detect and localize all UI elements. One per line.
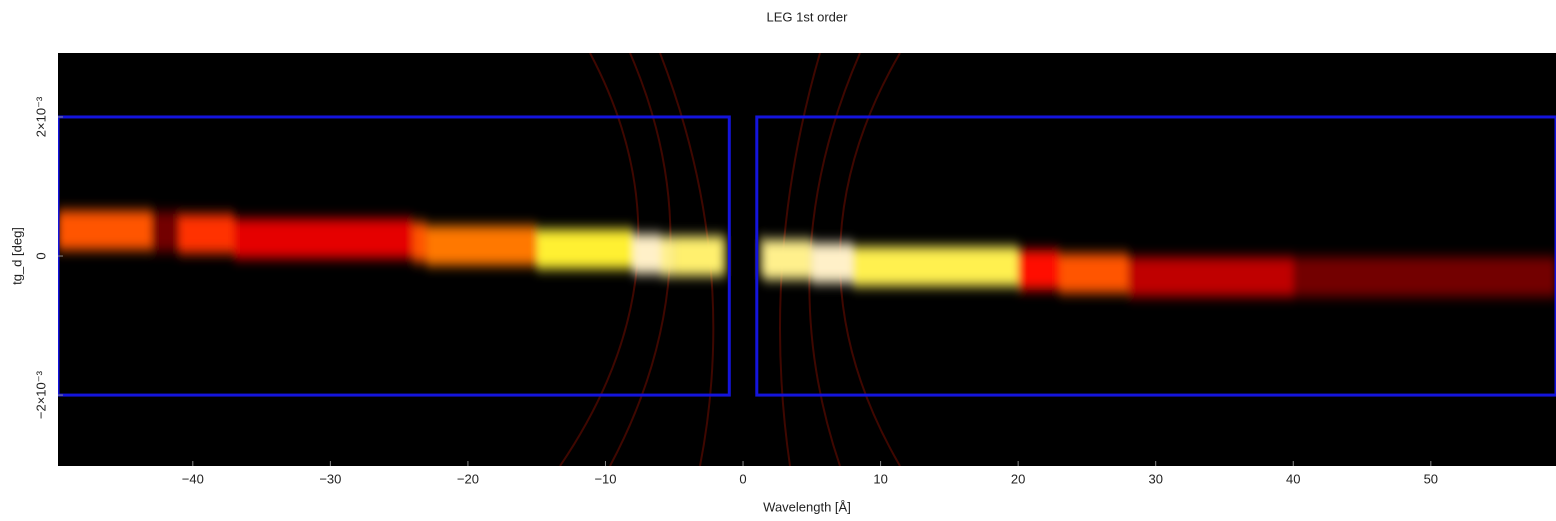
trace-segment	[426, 225, 537, 266]
x-tick-label: 30	[1148, 471, 1162, 486]
trace-segment	[58, 210, 152, 251]
x-axis-label: Wavelength [Å]	[763, 499, 851, 514]
x-tick-label: 0	[739, 471, 746, 486]
x-tick-label: 10	[873, 471, 887, 486]
trace-segment	[234, 218, 413, 259]
trace-segment	[1059, 253, 1129, 294]
trace-segment	[853, 246, 1019, 287]
y-tick-label: −2×10⁻³	[33, 370, 48, 419]
x-tick-label: 40	[1286, 471, 1300, 486]
chart-title: LEG 1st order	[767, 9, 849, 24]
x-tick-label: −40	[182, 471, 204, 486]
x-tick-label: 20	[1011, 471, 1025, 486]
y-axis-label: tg_d [deg]	[9, 227, 24, 285]
trace-segment	[151, 211, 180, 252]
trace-segment	[674, 236, 723, 277]
trace-segment	[763, 239, 812, 280]
trace-segment	[412, 222, 427, 263]
region-box	[755, 115, 1556, 397]
trace-segment	[179, 213, 235, 254]
trace-segment	[1128, 256, 1294, 297]
x-tick-label: −20	[457, 471, 479, 486]
x-tick-label: −10	[594, 471, 616, 486]
trace-segment	[632, 233, 661, 274]
region-box	[58, 115, 731, 397]
trace-segment	[1018, 249, 1060, 290]
y-tick-label: 2×10⁻³	[33, 96, 48, 137]
trace-segment	[1293, 256, 1556, 297]
trace-segment	[660, 236, 675, 277]
x-tick-label: −30	[319, 471, 341, 486]
trace-segment	[536, 229, 633, 270]
y-tick-label: 0	[33, 252, 48, 259]
x-tick-label: 50	[1424, 471, 1438, 486]
trace-segment	[811, 242, 854, 283]
regions	[58, 115, 1556, 397]
